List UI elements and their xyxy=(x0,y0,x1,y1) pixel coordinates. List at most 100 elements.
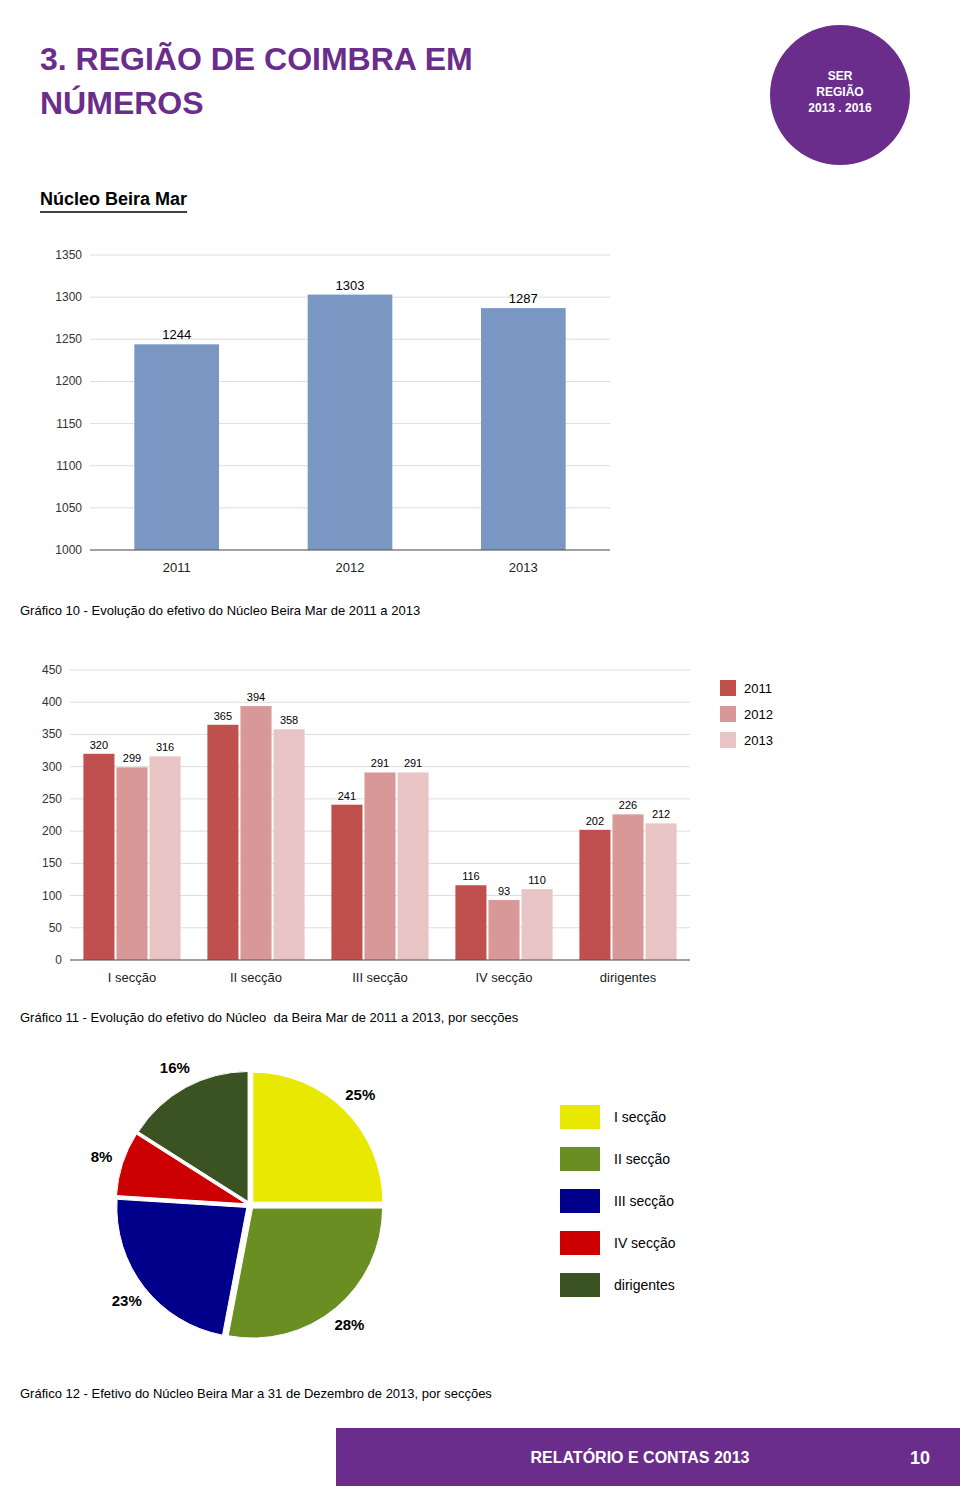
y-tick-label: 400 xyxy=(42,695,62,709)
legend-label: 2012 xyxy=(744,707,773,722)
bar xyxy=(522,889,553,960)
pie-slice xyxy=(253,1072,383,1202)
data-label: 320 xyxy=(90,739,108,751)
page-number: 10 xyxy=(910,1448,930,1468)
x-tick-label: 2012 xyxy=(336,560,365,575)
data-labels: 124413031287 xyxy=(162,278,538,343)
chart-caption: Gráfico 11 - Evolução do efetivo do Núcl… xyxy=(20,1010,519,1025)
legend-swatch xyxy=(720,732,736,748)
data-label: 1287 xyxy=(509,291,538,306)
bar xyxy=(83,754,114,960)
data-label: 25% xyxy=(345,1086,375,1103)
y-tick-label: 1100 xyxy=(56,459,82,473)
page: 3. REGIÃO DE COIMBRA EM NÚMEROS SERREGIÃO 2… xyxy=(0,0,960,1494)
bar xyxy=(579,830,610,960)
y-tick-label: 1300 xyxy=(55,290,82,304)
x-tick-label: 2013 xyxy=(509,560,538,575)
logo-text: REGIÃO xyxy=(816,84,863,99)
y-tick-label: 1050 xyxy=(55,501,82,515)
logo-text: SER xyxy=(828,69,853,83)
grid-line xyxy=(70,670,690,671)
bars xyxy=(83,706,676,960)
y-tick-label: 1000 xyxy=(55,543,82,557)
x-axis xyxy=(70,960,690,961)
x-tick-label: II secção xyxy=(230,970,282,985)
legend-swatch xyxy=(720,680,736,696)
pie-slice xyxy=(138,1071,248,1201)
y-tick-label: 50 xyxy=(49,921,63,935)
y-tick-label: 200 xyxy=(42,824,62,838)
bar xyxy=(274,729,305,960)
section-title: Núcleo Beira Mar xyxy=(40,189,187,209)
bars xyxy=(134,295,565,550)
bar xyxy=(240,706,271,960)
legend-swatch xyxy=(560,1105,600,1129)
bar-chart: 1000 1050 1100 1150 1200 1250 1300 1350 12441303… xyxy=(20,248,610,618)
pie-chart: 25%28%23%8%16%I secçãoII secçãoIII secçã… xyxy=(20,1059,676,1401)
section-underline xyxy=(40,211,187,213)
logo-circle xyxy=(770,25,910,165)
bar-chart: 0501001502002503003504004503203652411162… xyxy=(20,663,773,1025)
y-tick-label: 0 xyxy=(55,953,62,967)
pie-slice xyxy=(228,1208,382,1338)
bar xyxy=(150,756,181,960)
data-label: 358 xyxy=(280,714,298,726)
data-label: 93 xyxy=(498,885,510,897)
y-tick-label: 1350 xyxy=(55,248,82,262)
data-label: 226 xyxy=(619,799,637,811)
y-tick-label: 300 xyxy=(42,760,62,774)
y-tick-label: 250 xyxy=(42,792,62,806)
page-title: 3. REGIÃO DE COIMBRA EM xyxy=(40,41,473,77)
data-label: 28% xyxy=(334,1316,364,1333)
bar xyxy=(364,772,395,960)
bar xyxy=(116,767,147,960)
bar xyxy=(207,725,238,960)
data-label: 316 xyxy=(156,741,174,753)
y-tick-label: 1150 xyxy=(56,417,82,431)
bar xyxy=(481,308,566,550)
footer: RELATÓRIO E CONTAS 201310 xyxy=(336,1428,960,1486)
data-labels: 3203652411162022993942919322631635829111… xyxy=(90,691,670,897)
bar xyxy=(134,344,219,550)
legend-label: dirigentes xyxy=(614,1277,675,1293)
bar xyxy=(455,885,486,960)
grid-line xyxy=(70,960,690,961)
legend-label: IV secção xyxy=(614,1235,676,1251)
data-label: 116 xyxy=(462,870,480,882)
x-tick-label: III secção xyxy=(352,970,408,985)
data-label: 8% xyxy=(91,1148,113,1165)
legend: I secçãoII secçãoIII secçãoIV secçãodiri… xyxy=(560,1105,676,1297)
grid-line xyxy=(70,734,690,735)
data-label: 291 xyxy=(404,757,422,769)
data-label: 394 xyxy=(247,691,265,703)
data-label: 23% xyxy=(112,1292,142,1309)
legend-label: III secção xyxy=(614,1193,674,1209)
data-label: 291 xyxy=(371,757,389,769)
grid-line xyxy=(90,550,610,551)
header: 3. REGIÃO DE COIMBRA EMNÚMEROSSERREGIÃO2… xyxy=(40,25,910,212)
data-label: 365 xyxy=(214,710,232,722)
grid-line xyxy=(70,702,690,703)
pie-slice xyxy=(117,1199,247,1335)
y-tick-label: 100 xyxy=(42,889,62,903)
bar xyxy=(331,805,362,960)
legend-swatch xyxy=(560,1147,600,1171)
data-label: 16% xyxy=(160,1059,190,1076)
y-tick-label: 350 xyxy=(42,727,62,741)
y-tick-label: 1200 xyxy=(55,374,82,388)
chart-caption: Gráfico 12 - Efetivo do Núcleo Beira Mar… xyxy=(20,1386,492,1401)
legend-swatch xyxy=(560,1231,600,1255)
grid-line xyxy=(90,255,610,256)
data-label: 299 xyxy=(123,752,141,764)
x-axis xyxy=(90,550,610,551)
legend-swatch xyxy=(720,706,736,722)
data-label: 212 xyxy=(652,808,670,820)
legend-swatch xyxy=(560,1273,600,1297)
legend-label: 2013 xyxy=(744,733,773,748)
data-label: 202 xyxy=(586,815,604,827)
legend-label: II secção xyxy=(614,1151,670,1167)
y-tick-label: 1250 xyxy=(55,332,82,346)
bar xyxy=(308,295,393,550)
data-label: 1244 xyxy=(162,327,191,342)
page-title: NÚMEROS xyxy=(40,85,204,121)
